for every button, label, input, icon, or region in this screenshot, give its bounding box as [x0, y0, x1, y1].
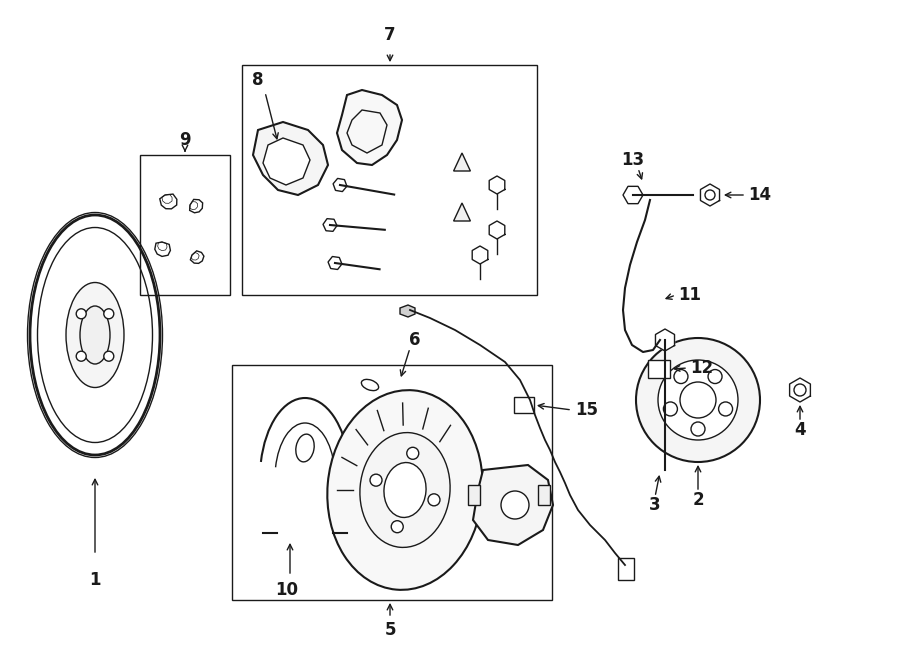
Circle shape: [636, 338, 760, 462]
Circle shape: [718, 402, 733, 416]
Polygon shape: [328, 256, 342, 270]
Polygon shape: [623, 186, 643, 204]
Text: 11: 11: [678, 286, 701, 304]
Bar: [242, 65, 537, 295]
Circle shape: [658, 360, 738, 440]
Text: 10: 10: [275, 581, 299, 599]
Circle shape: [392, 521, 403, 533]
Ellipse shape: [80, 306, 110, 364]
Polygon shape: [473, 465, 553, 545]
Polygon shape: [263, 138, 310, 185]
Polygon shape: [454, 203, 471, 221]
Bar: [232, 365, 552, 600]
Polygon shape: [700, 184, 719, 206]
Circle shape: [407, 447, 418, 459]
Polygon shape: [472, 246, 488, 264]
Circle shape: [680, 382, 716, 418]
Text: 2: 2: [692, 491, 704, 509]
Bar: [140, 155, 230, 295]
Text: 6: 6: [410, 331, 421, 349]
Text: 3: 3: [649, 496, 661, 514]
Circle shape: [691, 422, 705, 436]
Text: 8: 8: [252, 71, 264, 89]
Polygon shape: [454, 153, 471, 171]
Text: 1: 1: [89, 571, 101, 589]
Circle shape: [708, 369, 722, 383]
Text: 13: 13: [621, 151, 644, 169]
Polygon shape: [323, 219, 337, 231]
Circle shape: [76, 351, 86, 361]
Circle shape: [428, 494, 440, 506]
Circle shape: [674, 369, 688, 383]
Polygon shape: [655, 329, 674, 351]
Circle shape: [104, 351, 113, 361]
Bar: [468, 485, 480, 505]
Circle shape: [76, 309, 86, 319]
Polygon shape: [400, 305, 415, 317]
Polygon shape: [337, 90, 402, 165]
Ellipse shape: [501, 491, 529, 519]
Text: 4: 4: [794, 421, 806, 439]
Text: 7: 7: [384, 26, 396, 44]
Polygon shape: [253, 122, 328, 195]
Bar: [618, 558, 634, 580]
Bar: [538, 485, 550, 505]
Polygon shape: [789, 378, 810, 402]
Text: 15: 15: [575, 401, 598, 419]
Ellipse shape: [384, 463, 426, 518]
Text: 14: 14: [748, 186, 771, 204]
Polygon shape: [333, 178, 346, 192]
Text: 5: 5: [384, 621, 396, 639]
Circle shape: [663, 402, 678, 416]
Text: 9: 9: [179, 131, 191, 149]
Ellipse shape: [328, 390, 482, 590]
Ellipse shape: [66, 282, 124, 387]
Circle shape: [370, 474, 382, 486]
Polygon shape: [490, 176, 505, 194]
Polygon shape: [490, 221, 505, 239]
Circle shape: [104, 309, 113, 319]
Bar: [514, 397, 534, 413]
Text: 12: 12: [690, 359, 713, 377]
Ellipse shape: [296, 434, 314, 462]
Bar: [648, 360, 670, 378]
Ellipse shape: [360, 432, 450, 547]
